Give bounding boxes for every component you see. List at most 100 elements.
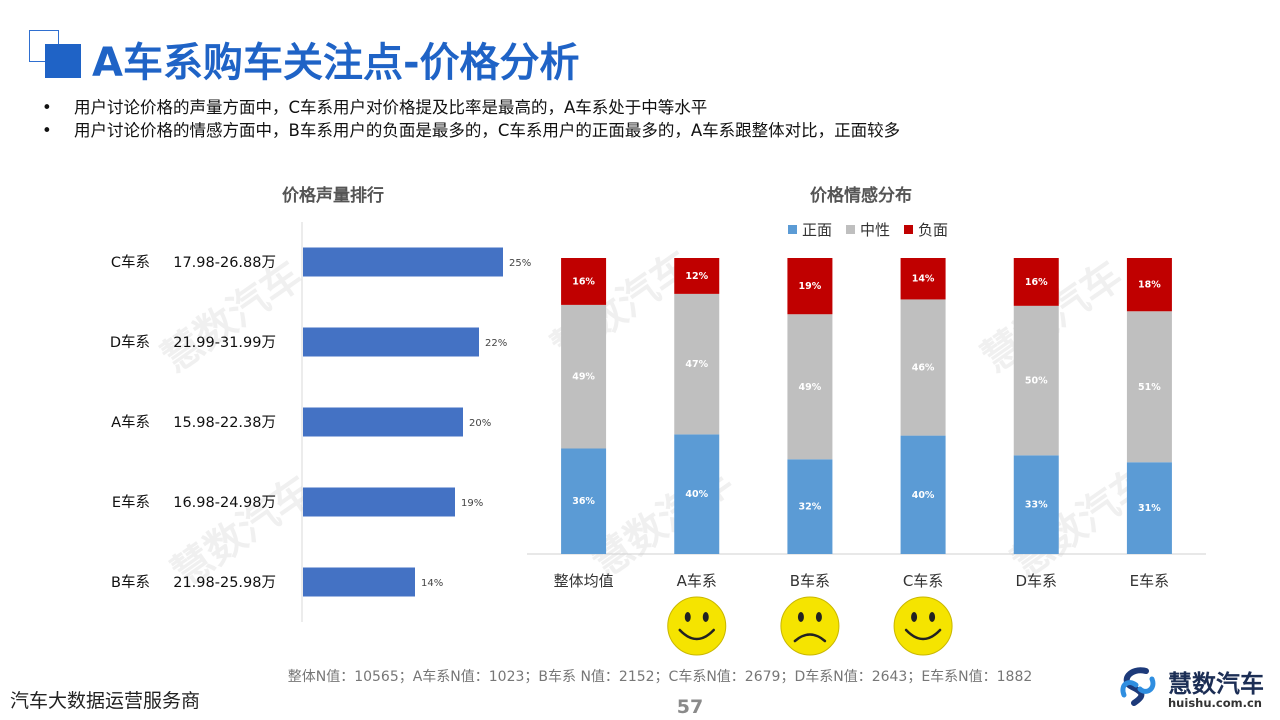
sentiment-value-label: 14% xyxy=(912,274,935,285)
brand-logo-icon xyxy=(1120,667,1156,706)
legend-swatch-neutral xyxy=(846,225,856,234)
volume-price-range-label: 16.98-24.98万 xyxy=(173,495,276,511)
happy-face-icon xyxy=(893,596,953,656)
volume-category-label: B车系 xyxy=(111,574,150,591)
sample-size-footnote: 整体N值：10565；A车系N值：1023；B车系 N值：2152；C车系N值：… xyxy=(287,669,1033,685)
watermark: 慧数汽车 xyxy=(543,242,702,373)
legend-label-neutral: 中性 xyxy=(860,221,891,239)
sentiment-value-label: 49% xyxy=(799,382,822,393)
volume-bar xyxy=(303,247,503,277)
sentiment-segment-positive xyxy=(1013,455,1059,554)
volume-value-label: 20% xyxy=(469,418,491,429)
sentiment-value-label: 36% xyxy=(572,496,595,507)
happy-face-icon xyxy=(667,596,727,656)
summary-bullet: 用户讨论价格的声量方面中，C车系用户对价格提及比率是最高的，A车系处于中等水平 xyxy=(40,96,900,119)
sentiment-segment-positive xyxy=(1126,462,1172,554)
sentiment-category-label: D车系 xyxy=(1015,572,1057,590)
sentiment-segment-negative xyxy=(1013,258,1059,306)
summary-bullets: 用户讨论价格的声量方面中，C车系用户对价格提及比率是最高的，A车系处于中等水平 … xyxy=(40,96,900,142)
face-mouth xyxy=(904,628,942,641)
sentiment-value-label: 12% xyxy=(685,271,708,282)
volume-bar xyxy=(303,407,463,437)
sentiment-segment-neutral xyxy=(674,293,720,435)
legend-swatch-negative xyxy=(904,225,914,234)
legend-item-negative: 负面 xyxy=(904,219,948,240)
volume-value-label: 14% xyxy=(421,578,443,589)
volume-category-label: E车系 xyxy=(112,494,150,511)
sentiment-segment-negative xyxy=(787,258,833,315)
legend-swatch-positive xyxy=(788,225,797,234)
sentiment-category-label: A车系 xyxy=(677,572,717,590)
face-mouth xyxy=(678,628,715,641)
sentiment-value-label: 31% xyxy=(1138,503,1161,514)
legend-label-positive: 正面 xyxy=(802,221,833,239)
sentiment-segment-positive xyxy=(561,448,607,554)
volume-price-range-label: 17.98-26.88万 xyxy=(173,255,276,271)
legend-item-neutral: 中性 xyxy=(846,219,890,240)
sentiment-legend: 正面 中性 负面 xyxy=(788,219,948,240)
sentiment-value-label: 32% xyxy=(799,502,822,513)
sentiment-value-label: 19% xyxy=(799,281,822,292)
face-eye xyxy=(702,612,709,622)
sentiment-segment-negative xyxy=(900,258,946,300)
watermark: 慧数汽车 xyxy=(1003,457,1162,588)
summary-bullet: 用户讨论价格的情感方面中，B车系用户的负面是最多的，C车系用户的正面最多的，A车… xyxy=(40,119,900,142)
volume-bar xyxy=(303,487,455,517)
sentiment-chart-title: 价格情感分布 xyxy=(810,186,912,206)
volume-price-range-label: 21.98-25.98万 xyxy=(173,575,276,591)
sentiment-category-label: C车系 xyxy=(903,572,943,590)
sad-face-icon xyxy=(780,596,840,656)
sentiment-segment-negative xyxy=(674,258,720,294)
sentiment-value-label: 40% xyxy=(912,490,935,501)
face-eye xyxy=(797,612,804,622)
volume-price-range-label: 15.98-22.38万 xyxy=(173,415,276,431)
sentiment-value-label: 33% xyxy=(1025,500,1048,511)
sentiment-segment-neutral xyxy=(900,299,946,436)
volume-chart-title: 价格声量排行 xyxy=(282,186,384,206)
sentiment-value-label: 40% xyxy=(685,489,708,500)
sentiment-value-label: 49% xyxy=(572,372,595,383)
sentiment-value-label: 50% xyxy=(1025,376,1048,387)
volume-category-label: A车系 xyxy=(111,414,150,431)
watermark: 慧数汽车 xyxy=(583,457,742,588)
sentiment-value-label: 51% xyxy=(1138,382,1161,393)
volume-bar xyxy=(303,327,479,357)
sentiment-segment-positive xyxy=(900,435,946,554)
face-mouth xyxy=(793,633,827,643)
sentiment-category-label: 整体均值 xyxy=(554,572,614,590)
sentiment-segment-positive xyxy=(787,459,833,554)
sentiment-segment-neutral xyxy=(1013,305,1059,456)
sentiment-value-label: 47% xyxy=(685,359,708,370)
sentiment-value-label: 16% xyxy=(1025,277,1048,288)
face-eye xyxy=(815,612,822,622)
face-eye xyxy=(684,612,691,622)
watermark: 慧数汽车 xyxy=(973,252,1132,383)
volume-bar xyxy=(303,567,415,597)
brand-url: huishu.com.cn xyxy=(1168,696,1262,710)
volume-value-label: 25% xyxy=(509,258,531,269)
face-eye xyxy=(929,612,936,622)
company-tagline: 汽车大数据运营服务商 xyxy=(10,690,201,712)
legend-item-positive: 正面 xyxy=(788,219,832,240)
sentiment-category-label: B车系 xyxy=(790,572,830,590)
sentiment-segment-positive xyxy=(674,434,720,554)
volume-category-label: D车系 xyxy=(110,334,150,351)
page-number: 57 xyxy=(676,696,704,718)
page-title: A车系购车关注点-价格分析 xyxy=(92,40,580,86)
sentiment-category-label: E车系 xyxy=(1130,572,1169,590)
legend-label-negative: 负面 xyxy=(918,221,949,239)
brand-name: 慧数汽车 xyxy=(1168,670,1264,698)
sentiment-value-label: 18% xyxy=(1138,280,1161,291)
volume-price-range-label: 21.99-31.99万 xyxy=(173,335,276,351)
face-eye xyxy=(911,612,918,622)
volume-category-label: C车系 xyxy=(111,254,150,271)
volume-value-label: 22% xyxy=(485,338,507,349)
sentiment-value-label: 16% xyxy=(572,276,595,287)
sentiment-segment-neutral xyxy=(1126,311,1172,463)
sentiment-segment-negative xyxy=(561,258,607,305)
sentiment-segment-neutral xyxy=(787,314,833,460)
sentiment-value-label: 46% xyxy=(912,363,935,374)
sentiment-segment-negative xyxy=(1126,258,1172,312)
volume-value-label: 19% xyxy=(461,498,483,509)
title-decoration-square xyxy=(45,44,81,78)
